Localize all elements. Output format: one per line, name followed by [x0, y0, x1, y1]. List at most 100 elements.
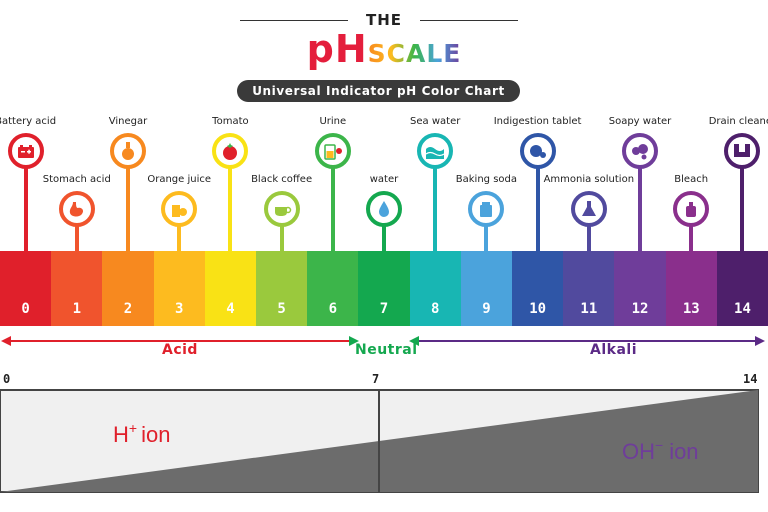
substance-soapy-water: Soapy water [595, 116, 685, 169]
ph-segment-14: 14 [716, 251, 768, 326]
substance-black-coffee: Black coffee [237, 174, 327, 227]
ph-segment-7: 7 [358, 251, 410, 326]
urine-sample-icon [321, 139, 345, 163]
substance-label: Bleach [674, 174, 709, 185]
substance-ammonia-solution: Ammonia solution [544, 174, 634, 227]
substance-icon-badge [7, 133, 44, 169]
substance-label: Orange juice [147, 174, 212, 185]
wave-icon [423, 139, 447, 163]
substance-icon-badge [212, 133, 249, 169]
substance-stem [740, 151, 745, 251]
ph-segment-9: 9 [460, 251, 513, 326]
acid-arrow-head [1, 336, 11, 346]
substance-icon-badge [366, 191, 402, 227]
substance-icon-badge [161, 191, 198, 227]
neutral-arrow-head [349, 336, 359, 346]
substance-indigestion-tablet: Indigestion tablet [493, 116, 583, 169]
ph-number: 14 [734, 301, 751, 317]
substance-label: Indigestion tablet [493, 116, 582, 127]
substance-stem [228, 151, 233, 251]
substance-icon-badge [110, 133, 146, 169]
substance-stem [126, 151, 130, 251]
ion-axis-tick-7: 7 [372, 372, 380, 386]
substance-stem [177, 209, 182, 251]
baking-soda-icon [474, 197, 498, 221]
substance-icon-badge [58, 191, 95, 227]
battery-icon [14, 139, 38, 163]
substance-icon-badge [673, 191, 710, 227]
tomato-icon [218, 139, 242, 163]
substance-label: Drain cleaner [708, 116, 768, 127]
substance-label: Battery acid [0, 116, 57, 127]
ph-number: 7 [379, 301, 389, 317]
substance-icon-badge [570, 191, 607, 227]
ph-number: 2 [123, 301, 133, 317]
substance-sea-water: Sea water [390, 116, 480, 169]
oh-ion-label: OH− ion [622, 437, 699, 464]
header-rule-right [420, 20, 518, 21]
neutral-label: Neutral [355, 342, 418, 358]
substance-label: Sea water [410, 116, 461, 127]
page-title: pHSCALE [0, 26, 768, 77]
title-ph: pH [306, 27, 368, 71]
ph-color-bar: 0 1 2 3 4 5 6 7 8 9 10 11 12 13 14 [0, 251, 768, 326]
ph-number: 9 [482, 301, 491, 317]
substance-stem [23, 151, 28, 251]
substance-label: Baking soda [455, 174, 517, 185]
ph-number: 6 [328, 301, 338, 317]
ph-number: 3 [174, 301, 184, 317]
substance-label: Tomato [212, 116, 249, 127]
substance-icon-badge [417, 133, 454, 169]
substance-stem [74, 209, 79, 251]
substance-tomato: Tomato [185, 116, 275, 169]
bleach-bottle-icon [679, 197, 703, 221]
substance-bleach: Bleach [646, 174, 736, 227]
substance-icon-badge [622, 133, 658, 169]
vinegar-bottle-icon [116, 139, 140, 163]
alkali-arrow-head-left [409, 336, 419, 346]
ph-segment-4: 4 [204, 251, 257, 326]
substance-battery-acid: Battery acid [0, 116, 71, 169]
substance-stem [535, 151, 540, 251]
substance-vinegar: Vinegar [83, 116, 173, 169]
substance-stem [433, 151, 438, 251]
ph-number: 8 [431, 301, 440, 317]
h-ion-label: H+ ion [113, 420, 170, 447]
header-the: THE [365, 11, 403, 29]
ph-segment-1: 1 [51, 251, 103, 326]
ph-segment-13: 13 [665, 251, 717, 326]
drain-pipe-icon [730, 139, 754, 163]
ph-segment-8: 8 [409, 251, 461, 326]
ion-axis-tick-0: 0 [3, 372, 11, 386]
water-drop-icon [372, 197, 396, 221]
substance-label: Soapy water [608, 116, 672, 127]
ph-number: 1 [72, 301, 82, 317]
ph-number: 5 [277, 301, 286, 317]
ph-number: 13 [682, 301, 700, 317]
acid-label: Acid [162, 342, 198, 358]
ion-concentration-chart: H+ ion OH− ion [0, 389, 759, 493]
substance-stem [484, 209, 489, 251]
substance-drain-cleaner: Drain cleaner [697, 116, 768, 169]
ph-segment-0: 0 [0, 251, 52, 326]
tablet-icon [526, 139, 550, 163]
ph-number: 4 [226, 301, 235, 317]
classification-arrows [1, 336, 765, 346]
substance-label: Black coffee [251, 174, 313, 185]
substance-baking-soda: Baking soda [441, 174, 531, 227]
soap-bubbles-icon [628, 139, 652, 163]
header-rule-left [240, 20, 348, 21]
alkali-arrow-head-right [755, 336, 765, 346]
ph-segment-11: 11 [563, 251, 615, 326]
ph-segment-12: 12 [614, 251, 666, 326]
substance-icon-badge [314, 133, 351, 169]
substance-stem [330, 151, 335, 251]
ph-segment-2: 2 [102, 251, 154, 326]
ph-segment-6: 6 [307, 251, 359, 326]
substance-stem [689, 209, 694, 251]
alkali-label: Alkali [590, 342, 637, 358]
substance-icon-badge [519, 133, 556, 169]
substance-icon-badge [468, 191, 505, 227]
coffee-cup-icon [270, 197, 294, 221]
ph-number: 12 [631, 301, 649, 317]
